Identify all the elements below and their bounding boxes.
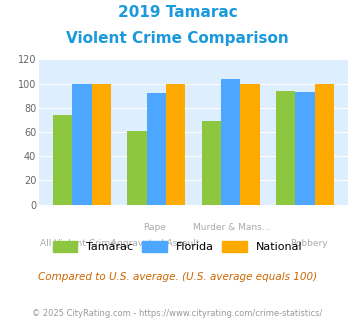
Text: © 2025 CityRating.com - https://www.cityrating.com/crime-statistics/: © 2025 CityRating.com - https://www.city… <box>32 309 323 317</box>
Text: Aggravated Assault: Aggravated Assault <box>111 239 199 248</box>
Bar <box>127 131 147 205</box>
Bar <box>53 115 72 205</box>
Text: Compared to U.S. average. (U.S. average equals 100): Compared to U.S. average. (U.S. average … <box>38 272 317 282</box>
Bar <box>295 92 315 205</box>
Text: Rape: Rape <box>143 223 166 232</box>
Text: Murder & Mans...: Murder & Mans... <box>193 223 271 232</box>
Text: All Violent Crime: All Violent Crime <box>40 239 115 248</box>
Bar <box>276 91 295 205</box>
Text: Robbery: Robbery <box>290 239 328 248</box>
Bar <box>221 79 240 205</box>
Bar <box>166 83 185 205</box>
Legend: Tamarac, Florida, National: Tamarac, Florida, National <box>48 237 307 257</box>
Bar <box>147 93 166 205</box>
Bar <box>315 83 334 205</box>
Bar <box>202 121 221 205</box>
Text: Violent Crime Comparison: Violent Crime Comparison <box>66 31 289 46</box>
Bar <box>92 83 111 205</box>
Bar <box>240 83 260 205</box>
Bar <box>72 83 92 205</box>
Text: 2019 Tamarac: 2019 Tamarac <box>118 5 237 20</box>
